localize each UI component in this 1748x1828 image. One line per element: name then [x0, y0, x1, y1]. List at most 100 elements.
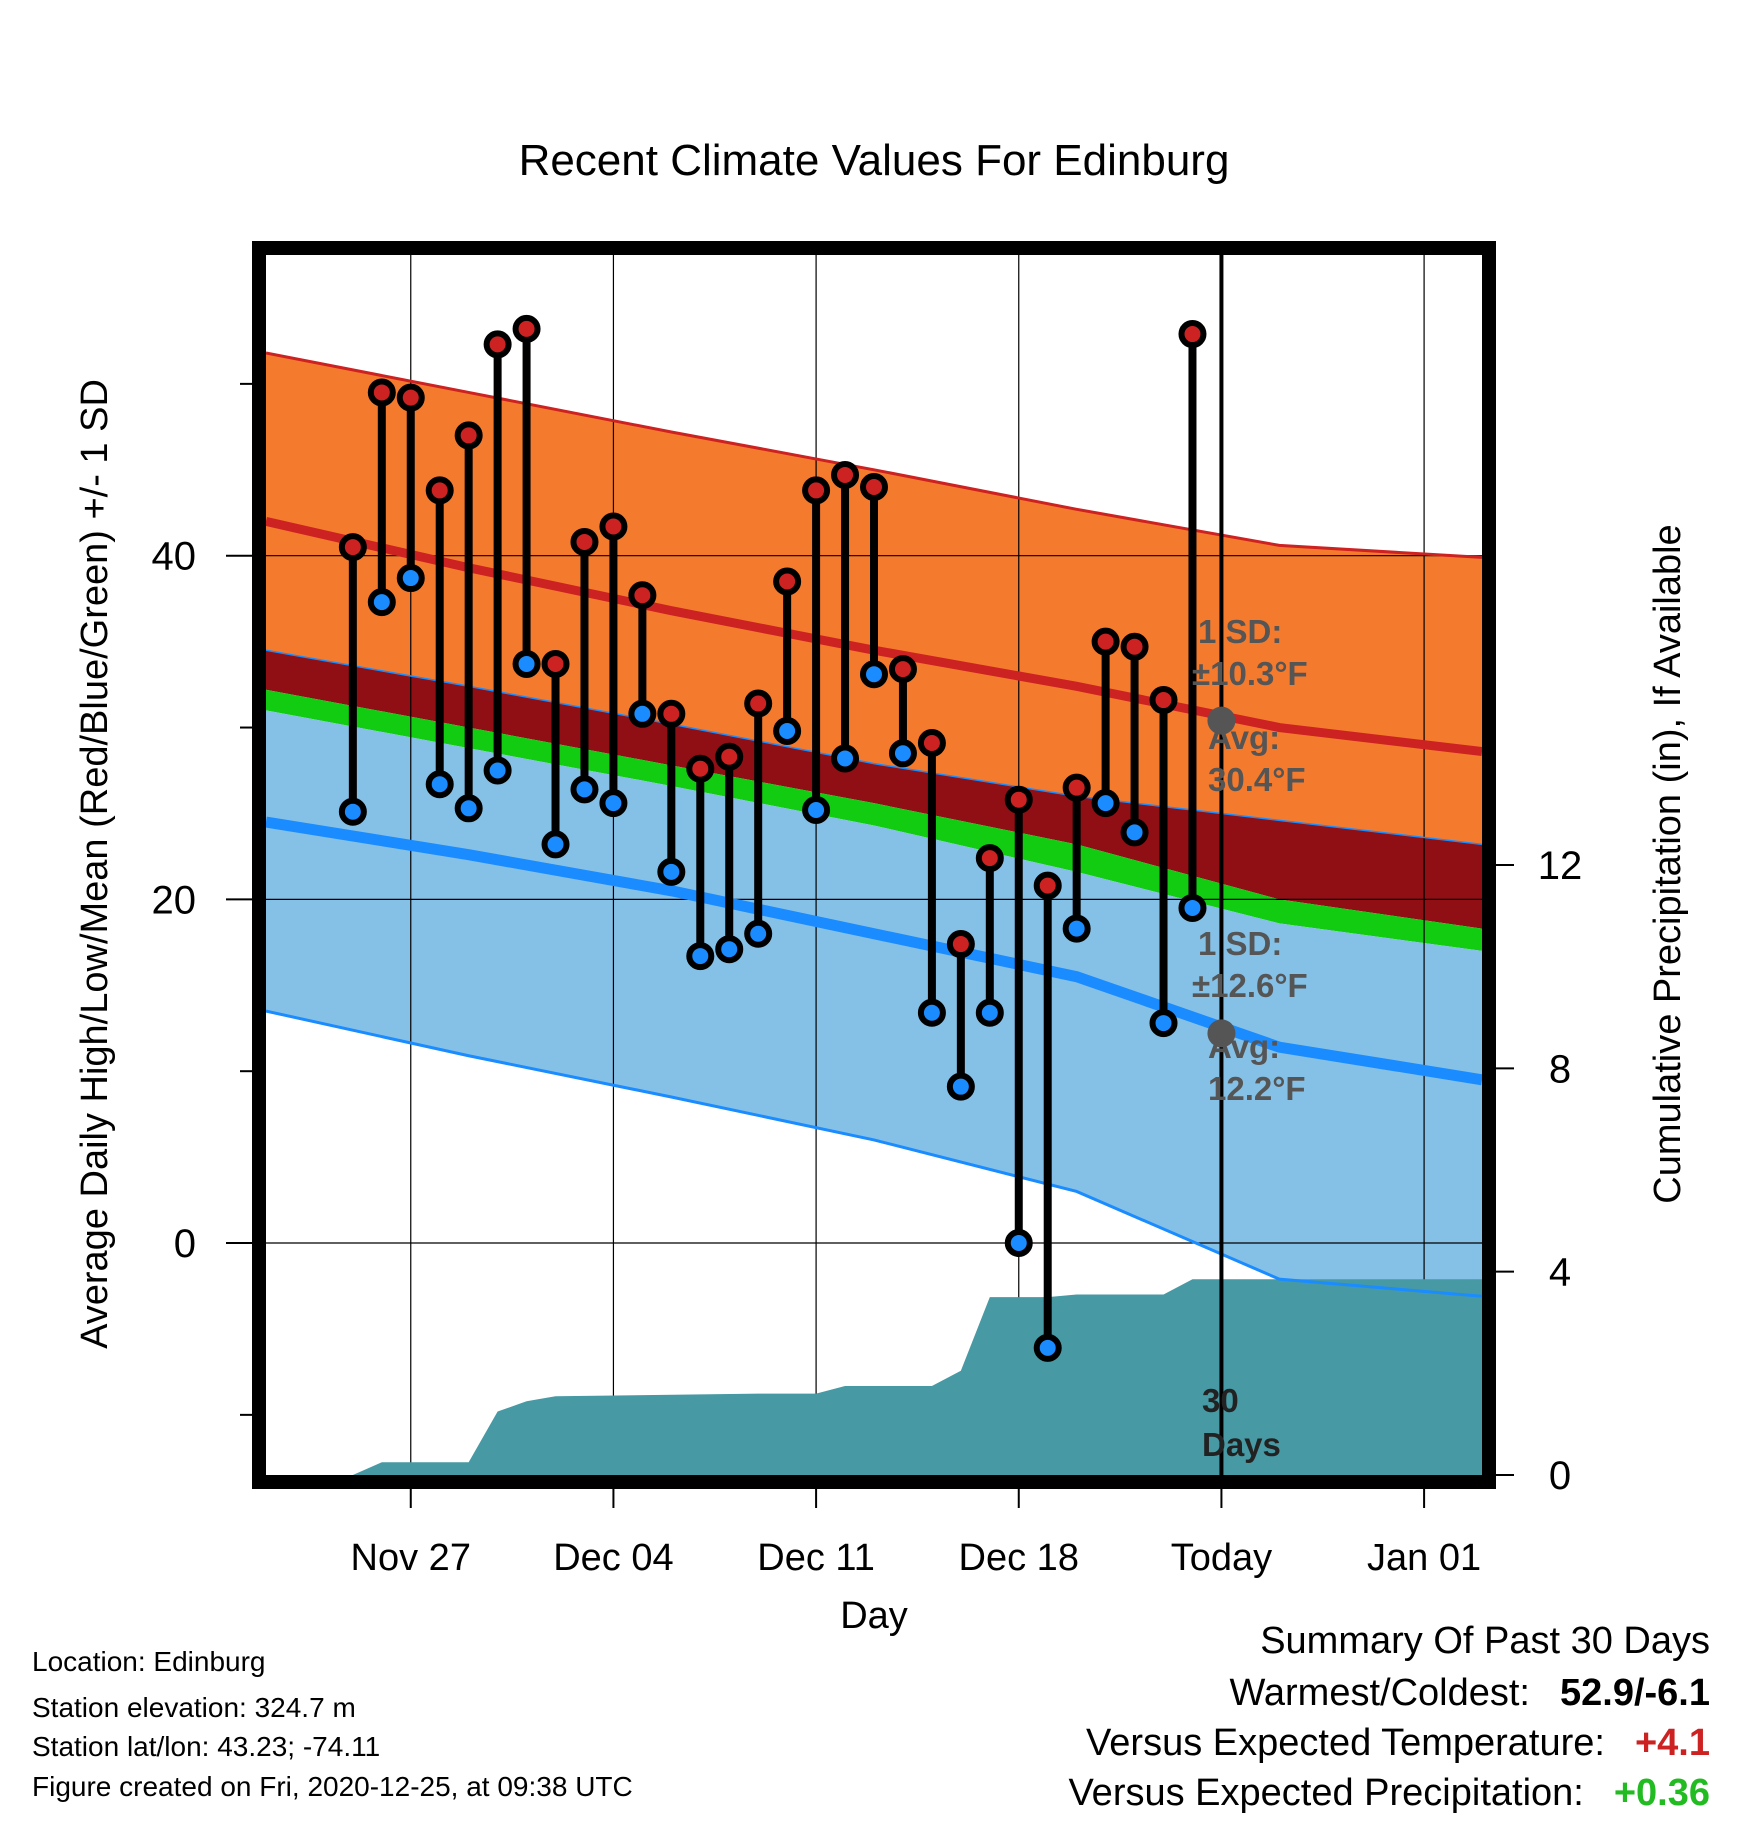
daily-high-point	[425, 476, 454, 505]
y-left-tick-label: 0	[174, 1222, 196, 1266]
daily-low-point	[1062, 914, 1091, 943]
low-lower-line	[266, 1009, 1482, 1298]
today-days-line1: 30	[1202, 1382, 1239, 1419]
y-left-tick-label: 40	[152, 535, 197, 579]
daily-low-point	[599, 789, 628, 818]
daily-low-point	[686, 942, 715, 971]
x-tick-label: Nov 27	[351, 1537, 471, 1579]
daily-low-point	[1091, 789, 1120, 818]
mean-upper-band	[266, 650, 1482, 929]
daily-high-point	[744, 689, 773, 718]
daily-high-point	[946, 930, 975, 959]
high-avg-today-dot	[1207, 706, 1236, 735]
low-mean-line	[266, 816, 1482, 1086]
y-right-tick-label: 0	[1549, 1454, 1571, 1498]
daily-high-point	[773, 567, 802, 596]
annotations: 1 SD: ±10.3°F Avg: 30.4°F 1 SD: ±12.6°F …	[1192, 255, 1308, 1475]
y-axis-left-label: Average Daily High/Low/Mean (Red/Blue/Gr…	[74, 379, 116, 1349]
daily-low-point	[541, 830, 570, 859]
daily-low-point	[425, 770, 454, 799]
daily-high-point	[1033, 871, 1062, 900]
precip-layer	[266, 1279, 1482, 1475]
low-avg-value: 12.2°F	[1208, 1070, 1306, 1107]
summary-temp-value: +4.1	[1634, 1722, 1710, 1764]
low-sd-label: 1 SD:	[1198, 925, 1282, 962]
daily-low-point	[946, 1072, 975, 1101]
daily-low-point	[454, 794, 483, 823]
daily-high-point	[1004, 785, 1033, 814]
y-left-tick-label: 20	[152, 878, 197, 922]
x-tick-label: Dec 11	[757, 1537, 875, 1579]
mean-band	[266, 689, 1482, 951]
daily-high-point	[657, 699, 686, 728]
low-avg-label: Avg:	[1208, 1028, 1280, 1065]
summary-warm-cold-label: Warmest/Coldest:	[1229, 1672, 1530, 1714]
y-right-tick-label: 4	[1549, 1251, 1571, 1295]
x-tick-label: Dec 18	[959, 1537, 1079, 1579]
daily-low-point	[773, 716, 802, 745]
plot-frame	[252, 241, 1496, 1489]
daily-high-point	[454, 421, 483, 450]
daily-high-point	[570, 527, 599, 556]
y-right-tick-label: 8	[1549, 1047, 1571, 1091]
daily-low-point	[1178, 893, 1207, 922]
summary-warm-cold-value: 52.9/-6.1	[1560, 1672, 1710, 1714]
daily-low-point	[628, 699, 657, 728]
daily-low-point	[483, 756, 512, 785]
daily-high-point	[512, 314, 541, 343]
daily-high-point	[1149, 686, 1178, 715]
high-upper-line	[266, 351, 1482, 559]
daily-low-point	[802, 796, 831, 825]
low-sd-value: ±12.6°F	[1192, 967, 1308, 1004]
daily-low-point	[657, 857, 686, 886]
x-axis-label: Day	[840, 1595, 908, 1637]
summary-heading: Summary Of Past 30 Days	[1260, 1620, 1710, 1662]
daily-low-point	[367, 588, 396, 617]
daily-low-point	[744, 919, 773, 948]
daily-high-point	[599, 512, 628, 541]
x-tick-label: Dec 04	[553, 1537, 673, 1579]
axes: Nov 27 Dec 04 Dec 11 Dec 18 Today Jan 0102040…	[152, 382, 1583, 1579]
summary-precip: Versus Expected Precipitation: +0.36	[1068, 1772, 1710, 1815]
daily-high-point	[686, 754, 715, 783]
daily-low-point	[570, 775, 599, 804]
daily-high-point	[831, 460, 860, 489]
daily-high-point	[338, 533, 367, 562]
daily-high-point	[715, 742, 744, 771]
low-avg-today-dot	[1207, 1019, 1236, 1048]
info-elevation: Station elevation: 324.7 m	[32, 1692, 356, 1723]
daily-high-point	[888, 655, 917, 684]
today-days-label: 30 Days	[1202, 1382, 1281, 1463]
daily-low-point	[1120, 818, 1149, 847]
daily-low-point	[1004, 1229, 1033, 1258]
chart-title: Recent Climate Values For Edinburg	[519, 136, 1230, 185]
y-right-tick-label: 12	[1538, 844, 1583, 888]
daily-low-point	[338, 797, 367, 826]
low-sd-band	[266, 710, 1482, 1297]
daily-high-point	[975, 844, 1004, 873]
x-tick-label: Jan 01	[1367, 1537, 1481, 1579]
daily-high-point	[1062, 773, 1091, 802]
daily-low-point	[512, 649, 541, 678]
info-latlon: Station lat/lon: 43.23; -74.11	[32, 1731, 381, 1762]
daily-high-point	[860, 472, 888, 501]
daily-high-point	[367, 378, 396, 407]
daily-high-point	[802, 476, 831, 505]
info-created: Figure created on Fri, 2020-12-25, at 09…	[32, 1771, 633, 1802]
daily-observations	[338, 314, 1207, 1362]
daily-low-point	[975, 998, 1004, 1027]
summary-temp: Versus Expected Temperature: +4.1	[1086, 1722, 1710, 1765]
high-sd-value: ±10.3°F	[1192, 655, 1308, 692]
daily-high-point	[917, 729, 946, 757]
plot-area	[266, 255, 1482, 1475]
daily-high-point	[483, 330, 512, 359]
daily-low-point	[888, 739, 917, 768]
daily-low-point	[1033, 1333, 1062, 1362]
y-axis-right-label: Cumulative Precipitation (in), If Availa…	[1647, 524, 1689, 1203]
daily-high-point	[1091, 627, 1120, 656]
precip-area	[266, 1279, 1482, 1475]
daily-low-point	[860, 660, 888, 689]
daily-high-point	[628, 581, 657, 610]
daily-high-point	[396, 383, 425, 412]
